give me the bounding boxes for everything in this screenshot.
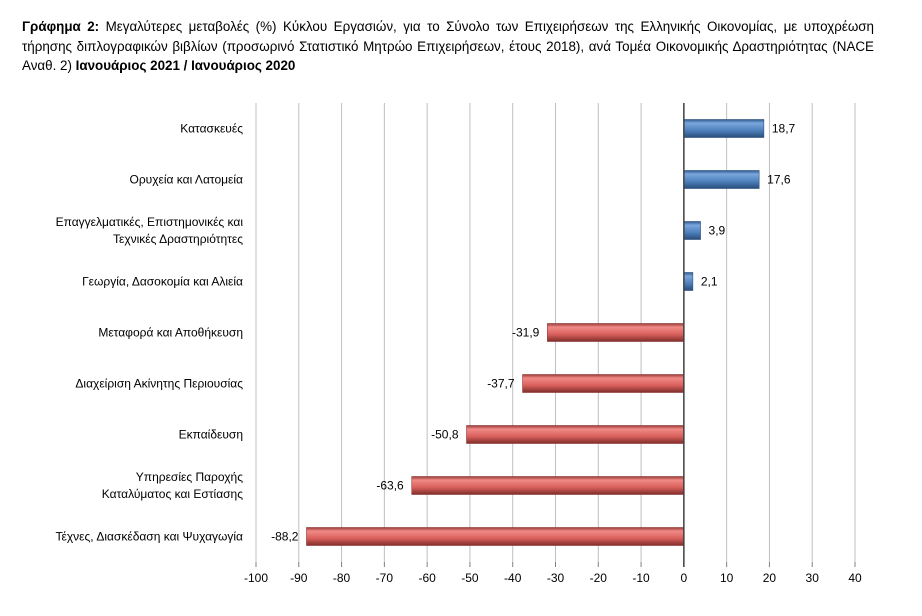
data-label: -31,9: [512, 326, 540, 340]
x-tick-label: -70: [376, 571, 394, 585]
x-tick-label: -90: [290, 571, 308, 585]
data-label: 2,1: [701, 275, 718, 289]
category-label: Τέχνες, Διασκέδαση και Ψυχαγωγία: [56, 530, 244, 544]
category-label: Εκπαίδευση: [179, 428, 243, 442]
category-label: Γεωργία, Δασοκομία και Αλιεία: [82, 275, 243, 289]
category-label: Διαχείριση Ακίνητης Περιουσίας: [75, 377, 243, 391]
category-label: Καταλύματος και Εστίασης: [102, 487, 243, 501]
bar: [466, 425, 685, 444]
chart-title: Γράφημα 2: Μεγαλύτερες μεταβολές (%) Κύκ…: [22, 17, 874, 76]
bar: [547, 323, 685, 342]
bar: [411, 476, 685, 495]
data-label: -37,7: [487, 377, 515, 391]
x-tick-label: -40: [504, 571, 522, 585]
x-tick-label: -50: [461, 571, 479, 585]
title-prefix: Γράφημα 2:: [22, 19, 100, 34]
x-tick-label: -80: [333, 571, 351, 585]
data-label: 18,7: [772, 122, 796, 136]
title-period: Ιανουάριος 2021 / Ιανουάριος 2020: [75, 58, 296, 73]
x-tick-label: 40: [848, 571, 862, 585]
title-text: Μεγαλύτερες μεταβολές (%) Κύκλου Εργασιώ…: [22, 19, 874, 73]
bar: [683, 119, 765, 138]
x-tick-label: -20: [590, 571, 608, 585]
category-label: Επαγγελματικές, Επιστημονικές και: [56, 215, 244, 229]
data-label: -88,2: [271, 530, 299, 544]
x-tick-label: -60: [418, 571, 436, 585]
data-label: -63,6: [376, 479, 404, 493]
x-tick-label: -100: [244, 571, 268, 585]
category-label: Τεχνικές Δραστηριότητες: [113, 232, 243, 246]
bar: [683, 170, 760, 189]
data-label: -50,8: [431, 428, 459, 442]
bar: [306, 527, 685, 546]
x-tick-label: -30: [547, 571, 565, 585]
category-label: Ορυχεία και Λατομεία: [129, 173, 243, 187]
data-label: 17,6: [767, 173, 791, 187]
bar: [683, 221, 701, 240]
category-label: Μεταφορά και Αποθήκευση: [98, 326, 243, 340]
category-label: Υπηρεσίες Παροχής: [136, 470, 243, 484]
bar: [522, 374, 685, 393]
x-tick-label: 20: [763, 571, 777, 585]
data-label: 3,9: [709, 224, 726, 238]
x-tick-label: 0: [681, 571, 688, 585]
bar: [683, 272, 694, 291]
x-tick-label: 10: [720, 571, 734, 585]
x-tick-label: -10: [632, 571, 650, 585]
category-label: Κατασκευές: [180, 122, 243, 136]
x-tick-label: 30: [806, 571, 820, 585]
